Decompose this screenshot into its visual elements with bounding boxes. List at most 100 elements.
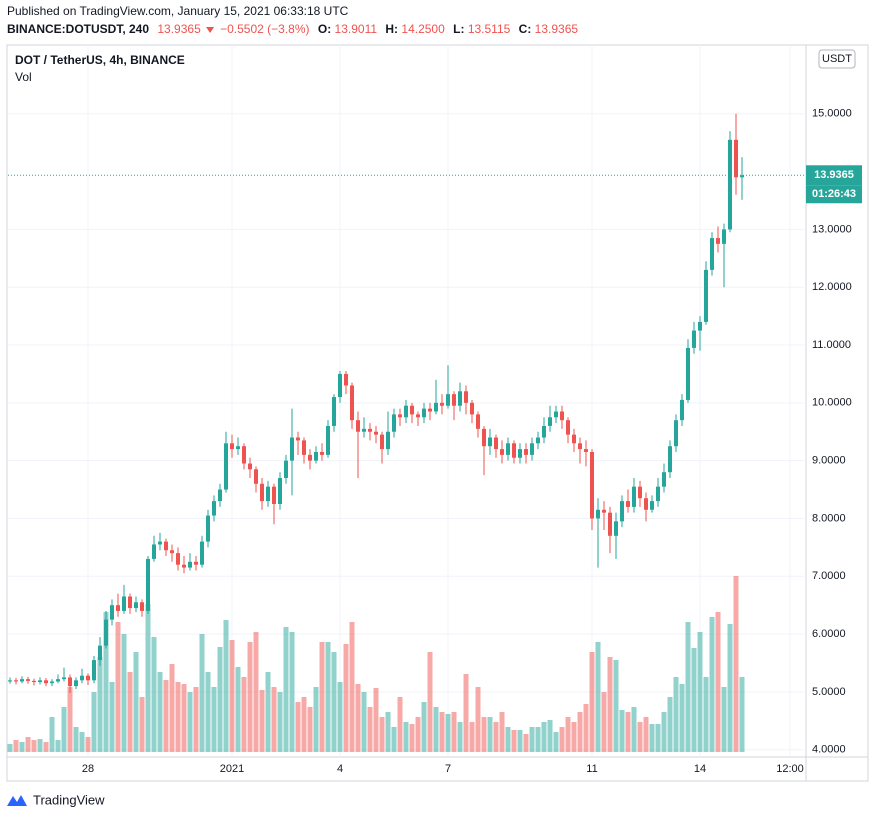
volume-bar <box>319 642 325 752</box>
volume-bar <box>295 702 301 752</box>
currency-badge[interactable] <box>818 49 856 69</box>
volume-bar <box>259 690 265 752</box>
y-tick-label: 5.0000 <box>812 686 846 698</box>
volume-bar <box>25 737 31 752</box>
volume-bar <box>313 687 319 752</box>
open: 13.9011 <box>335 22 378 36</box>
volume-bar <box>367 707 373 752</box>
x-tick-label: 12:00 <box>776 763 804 775</box>
volume-bar <box>709 617 715 752</box>
candle-body <box>308 454 312 461</box>
volume-bar <box>31 740 37 752</box>
candle-body <box>464 391 468 403</box>
candle-body <box>416 414 420 418</box>
last-price-label: 13.9365 <box>814 169 854 181</box>
candle-body <box>158 541 162 545</box>
volume-bar <box>193 687 199 752</box>
volume-bar <box>655 724 661 752</box>
candle-body <box>524 449 528 455</box>
candle-body <box>680 399 684 421</box>
candle-body <box>182 564 186 568</box>
candle-body <box>428 408 432 412</box>
currency: USDT <box>822 53 852 65</box>
volume-bar <box>475 687 481 752</box>
change: −0.5502 (−3.8%) <box>220 22 309 36</box>
volume-bar <box>91 692 97 752</box>
candle-body <box>128 596 132 609</box>
volume-bar <box>619 710 625 752</box>
volume-bar <box>97 657 103 752</box>
volume-bar <box>739 677 745 752</box>
chart-title: DOT / TetherUS, 4h, BINANCE <box>15 53 185 67</box>
candle-body <box>266 486 270 502</box>
y-tick-label: 4.0000 <box>812 744 846 756</box>
candle-body <box>284 460 288 478</box>
candle-body <box>74 680 78 687</box>
candle-body <box>254 469 258 484</box>
candle-body <box>68 677 72 687</box>
candle-body <box>368 428 372 432</box>
volume-bar <box>673 677 679 752</box>
candle-body <box>86 675 90 681</box>
candle-body <box>44 680 48 684</box>
candle-body <box>698 321 702 331</box>
symbol: BINANCE:DOTUSDT, 240 <box>7 22 149 36</box>
candle-body <box>560 411 564 421</box>
volume-bar <box>679 684 685 752</box>
candle-body <box>386 431 390 450</box>
candle-body <box>38 680 42 683</box>
volume-bar <box>85 737 91 752</box>
candle-body <box>404 405 408 418</box>
candle-body <box>470 402 474 415</box>
x-tick-label: 2021 <box>220 763 244 775</box>
volume-bar <box>415 717 421 752</box>
volume-bar <box>187 692 193 752</box>
volume-bar <box>667 697 673 752</box>
candle-body <box>548 417 552 426</box>
volume-bar <box>235 667 241 752</box>
volume-bar <box>163 680 169 752</box>
candle-body <box>8 680 12 682</box>
candle-body <box>554 411 558 418</box>
candle-body <box>590 451 594 519</box>
countdown-label: 01:26:43 <box>812 188 856 200</box>
volume-bar <box>343 644 349 752</box>
volume-bar <box>643 717 649 752</box>
y-tick-label: 6.0000 <box>812 628 846 640</box>
candle-body <box>278 477 282 505</box>
volume-bar <box>109 682 115 752</box>
candle-body <box>164 541 168 551</box>
candle-body <box>422 408 426 418</box>
candle-body <box>632 486 636 507</box>
candle-body <box>692 330 696 348</box>
candle-body <box>578 443 582 450</box>
volume-bar <box>607 657 613 752</box>
volume-label: Vol <box>15 70 32 84</box>
candle-body <box>134 602 138 609</box>
candle-body <box>398 414 402 418</box>
volume-bar <box>649 724 655 752</box>
y-tick-label: 10.0000 <box>812 397 852 409</box>
candle-body <box>410 405 414 415</box>
volume-bar <box>325 642 331 752</box>
volume-bar <box>307 707 313 752</box>
candle-body <box>296 437 300 441</box>
price: 13.9365 <box>157 22 201 36</box>
candle-body <box>14 680 18 682</box>
candle-body <box>332 397 336 426</box>
volume-bar <box>439 712 445 752</box>
down-arrow-icon <box>206 27 215 33</box>
candle-body <box>206 515 210 542</box>
volume-bar <box>487 717 493 752</box>
volume-bar <box>361 692 367 752</box>
y-tick-label: 12.0000 <box>812 281 852 293</box>
volume-bar <box>697 632 703 752</box>
volume-bar <box>613 660 619 752</box>
y-tick-label: 9.0000 <box>812 455 846 467</box>
volume-bar <box>451 712 457 752</box>
volume-bar <box>577 712 583 752</box>
volume-bar <box>637 722 643 752</box>
volume-bar <box>253 632 259 752</box>
volume-bar <box>199 634 205 752</box>
volume-bar <box>433 707 439 752</box>
